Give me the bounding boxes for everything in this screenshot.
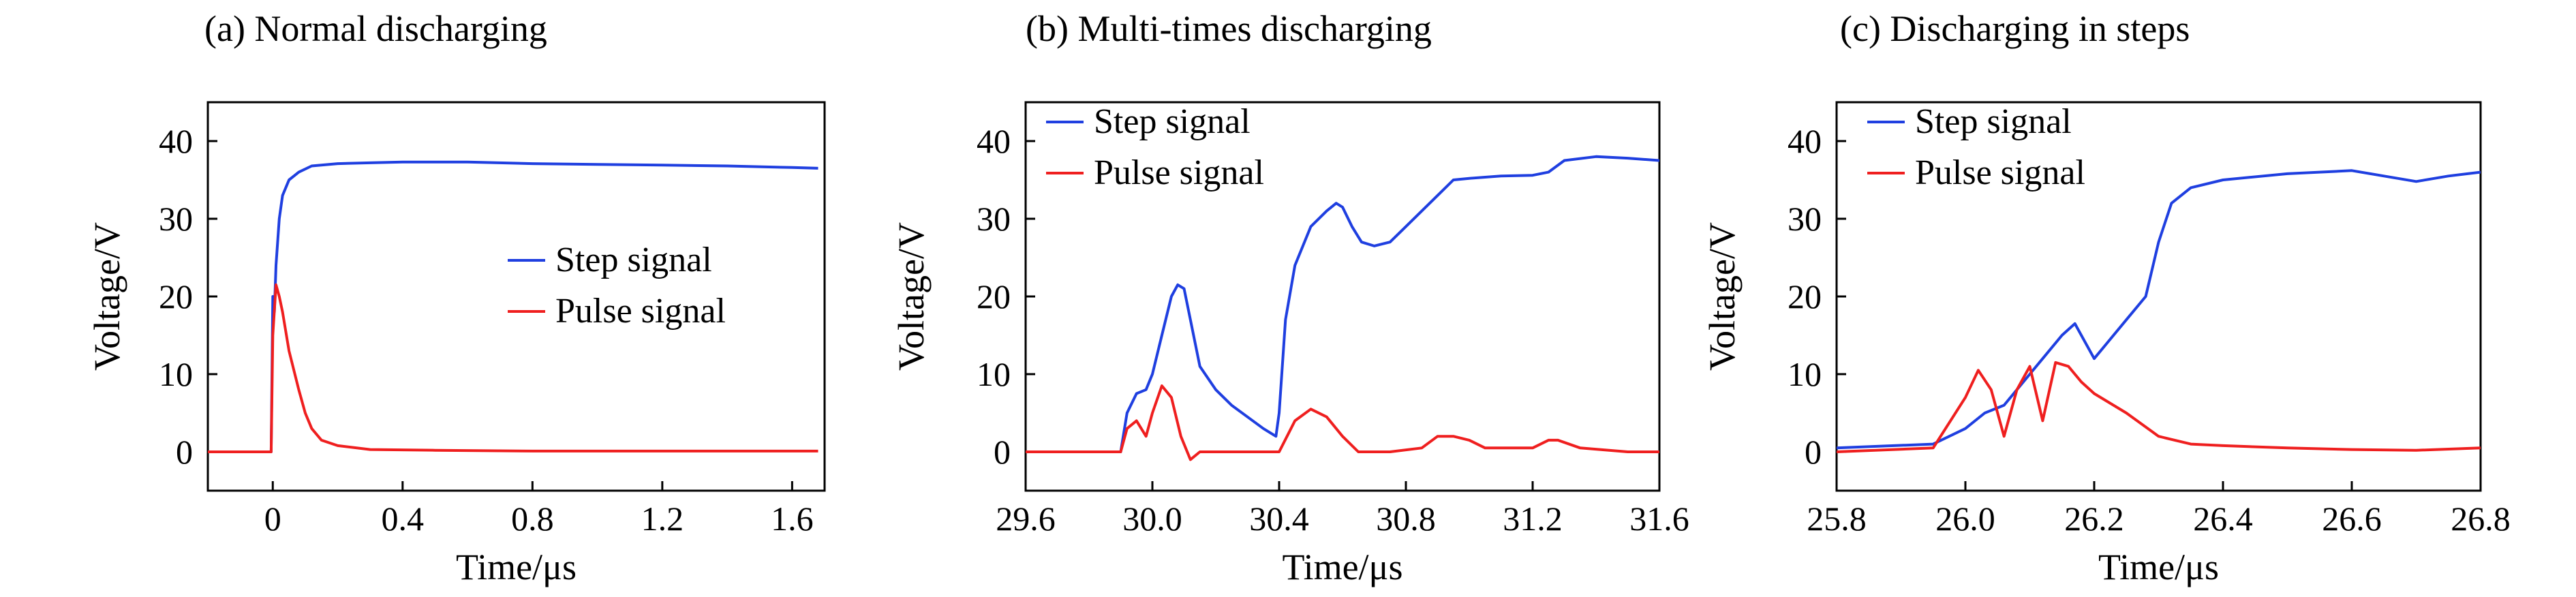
x-axis-label: Time/μs [456, 547, 577, 587]
y-tick-label: 10 [1788, 355, 1822, 393]
legend-label: Step signal [1915, 102, 2072, 141]
y-axis-label: Voltage/V [1702, 222, 1743, 371]
x-tick-label: 30.8 [1376, 500, 1436, 538]
legend: Step signal Pulse signal [508, 241, 726, 331]
y-tick-label: 20 [1788, 277, 1822, 316]
y-tick-label: 40 [977, 122, 1011, 160]
x-tick-label: 1.6 [771, 500, 814, 538]
series-line-pulse-signal [1026, 384, 1659, 461]
x-tick-label: 0.8 [511, 500, 554, 538]
x-tick-label: 0.4 [382, 500, 425, 538]
x-axis-label: Time/μs [1282, 547, 1402, 587]
x-tick-label: 0 [264, 500, 281, 538]
y-tick-label: 30 [977, 200, 1011, 238]
y-tick-label: 0 [1805, 433, 1822, 471]
y-tick-label: 30 [159, 200, 193, 238]
legend-label: Step signal [1094, 102, 1251, 141]
y-tick-label: 40 [1788, 122, 1822, 160]
x-tick-label: 31.2 [1503, 500, 1563, 538]
series-line-step-signal [1837, 169, 2481, 450]
y-tick-label: 10 [977, 355, 1011, 393]
x-tick-label: 26.4 [2193, 500, 2253, 538]
legend-label: Step signal [555, 241, 712, 279]
y-tick-label: 20 [159, 277, 193, 316]
x-tick-label: 30.4 [1249, 500, 1309, 538]
legend-label: Pulse signal [1094, 153, 1264, 192]
x-tick-label: 29.6 [996, 500, 1056, 538]
y-tick-label: 0 [994, 433, 1011, 471]
legend-label: Pulse signal [555, 292, 726, 331]
y-axis-label: Voltage/V [891, 222, 932, 371]
legend: Step signal Pulse signal [1046, 102, 1264, 192]
x-tick-label: 1.2 [641, 500, 684, 538]
x-tick-label: 26.6 [2322, 500, 2382, 538]
y-tick-label: 0 [176, 433, 193, 471]
chart-panel-2: (c) Discharging in steps 25.8 26.0 26.2 26.4… [1702, 8, 2511, 587]
legend: Step signal Pulse signal [1867, 102, 2085, 192]
x-tick-label: 25.8 [1807, 500, 1867, 538]
series-line-pulse-signal [1837, 361, 2481, 453]
y-tick-label: 20 [977, 277, 1011, 316]
x-tick-label: 31.6 [1629, 500, 1689, 538]
chart-title: (c) Discharging in steps [1840, 8, 2190, 49]
chart-panel-0: (a) Normal discharging 0 0.4 0.8 1.2 1.6 0 10 20… [87, 8, 826, 587]
y-tick-label: 10 [159, 355, 193, 393]
chart-title: (a) Normal discharging [204, 8, 547, 49]
x-tick-label: 26.0 [1935, 500, 1995, 538]
x-tick-label: 30.0 [1122, 500, 1182, 538]
chart-title: (b) Multi-times discharging [1026, 8, 1432, 49]
plot-frame [206, 101, 826, 492]
x-tick-label: 26.2 [2064, 500, 2124, 538]
series-line-step-signal [1026, 155, 1659, 453]
series-line-pulse-signal [208, 283, 818, 453]
x-tick-label: 26.8 [2451, 500, 2511, 538]
series-line-step-signal [208, 160, 818, 453]
y-tick-label: 40 [159, 122, 193, 160]
x-axis-label: Time/μs [2098, 547, 2219, 587]
chart-panel-1: (b) Multi-times discharging 29.6 30.0 30.4 3… [891, 8, 1689, 587]
legend-label: Pulse signal [1915, 153, 2085, 192]
y-tick-label: 30 [1788, 200, 1822, 238]
y-axis-label: Voltage/V [87, 222, 127, 371]
